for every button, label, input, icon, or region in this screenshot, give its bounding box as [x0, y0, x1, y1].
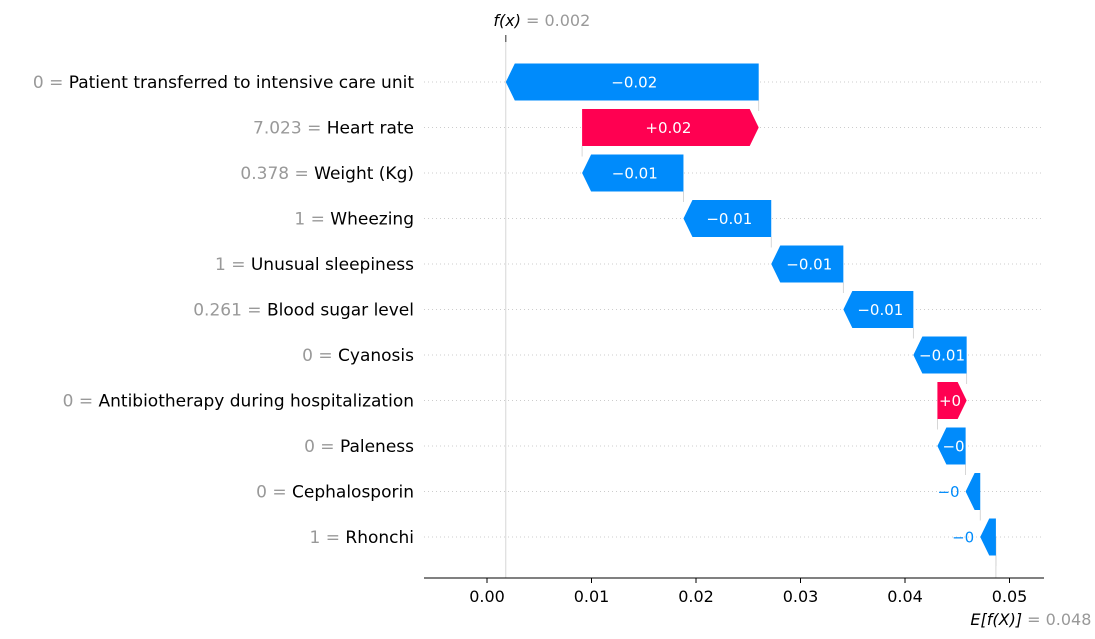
x-tick-label: 0.04: [887, 587, 923, 606]
feature-name: Paleness: [340, 437, 414, 457]
feature-name: Cephalosporin: [292, 483, 414, 503]
feature-label: 1 = Wheezing: [294, 210, 414, 230]
bar-value-label: −0.01: [857, 301, 903, 319]
bar-value-label: +0: [939, 392, 961, 410]
feature-label: 0 = Paleness: [304, 437, 414, 457]
fx-label: f(x): [493, 11, 521, 30]
efx-annotation: E[f(X)] = 0.048: [970, 610, 1091, 629]
feature-value: 0.261 =: [193, 301, 267, 321]
bar-10: [980, 518, 996, 556]
bar-0: [505, 63, 759, 101]
bar-value-label: −0: [942, 438, 964, 456]
feature-label: 7.023 = Heart rate: [253, 119, 414, 139]
feature-value: 7.023 =: [253, 119, 327, 139]
feature-name: Blood sugar level: [267, 301, 414, 321]
feature-value: 0 =: [63, 392, 99, 412]
x-tick-label: 0.05: [992, 587, 1028, 606]
bar-5: [843, 291, 914, 328]
gridlines: [424, 81, 1044, 538]
efx-label: E[f(X)]: [970, 610, 1022, 629]
feature-name: Patient transferred to intensive care un…: [69, 73, 415, 93]
feature-value: 0.378 =: [240, 164, 314, 184]
x-tick-label: 0.00: [469, 587, 505, 606]
feature-name: Unusual sleepiness: [251, 255, 414, 275]
x-tick-label: 0.03: [783, 587, 819, 606]
feature-value: 0 =: [33, 73, 69, 93]
bar-3: [683, 200, 772, 237]
bar-8: [937, 427, 966, 465]
feature-name: Wheezing: [330, 210, 414, 230]
feature-name: Antibiotherapy during hospitalization: [99, 392, 415, 412]
feature-value: 0 =: [302, 346, 338, 366]
feature-label: 0 = Cephalosporin: [256, 483, 414, 503]
feature-name: Rhonchi: [345, 528, 414, 548]
bar-value-label: −0: [937, 483, 959, 501]
bar-4: [771, 245, 844, 283]
bar-value-label: −0.01: [612, 165, 658, 183]
bar-value-label: −0.01: [786, 256, 832, 274]
bar-value-label: −0.01: [706, 210, 752, 228]
feature-value: 1 =: [215, 255, 251, 275]
x-axis: 0.00 0.01 0.02 0.03 0.04 0.05: [424, 577, 1044, 606]
bars: −0.02 +0.02 −0.01 −0.01 −0.01 −0.01 −0.01 +0 −0 −…: [505, 63, 996, 556]
bar-1: [582, 109, 759, 146]
x-tick-label: 0.02: [678, 587, 714, 606]
feature-labels: 0 = Patient transferred to intensive car…: [33, 73, 414, 548]
feature-value: 0 =: [256, 483, 292, 503]
feature-name: Weight (Kg): [314, 164, 414, 184]
feature-label: 0 = Antibiotherapy during hospitalizatio…: [63, 392, 414, 412]
efx-value: = 0.048: [1027, 610, 1091, 629]
bar-value-label: −0.01: [919, 347, 965, 365]
reference-lines: [505, 35, 997, 578]
feature-label: 1 = Unusual sleepiness: [215, 255, 414, 275]
feature-name: Heart rate: [327, 119, 414, 139]
bar-value-label: +0.02: [645, 119, 691, 137]
bar-value-label: −0.02: [611, 74, 657, 92]
feature-value: 0 =: [304, 437, 340, 457]
feature-label: 0 = Patient transferred to intensive car…: [33, 73, 414, 93]
bar-9: [965, 473, 981, 510]
bar-value-label: −0: [952, 529, 974, 547]
feature-label: 0 = Cyanosis: [302, 346, 414, 366]
feature-label: 0.378 = Weight (Kg): [240, 164, 414, 184]
x-tick-label: 0.01: [574, 587, 610, 606]
bar-2: [582, 154, 684, 192]
fx-value: = 0.002: [526, 11, 590, 30]
feature-label: 1 = Rhonchi: [310, 528, 414, 548]
feature-value: 1 =: [294, 210, 330, 230]
fx-annotation: f(x) = 0.002: [493, 11, 590, 30]
bar-6: [913, 336, 967, 374]
feature-name: Cyanosis: [338, 346, 414, 366]
feature-value: 1 =: [310, 528, 346, 548]
feature-label: 0.261 = Blood sugar level: [193, 301, 414, 321]
bar-7: [937, 382, 967, 419]
